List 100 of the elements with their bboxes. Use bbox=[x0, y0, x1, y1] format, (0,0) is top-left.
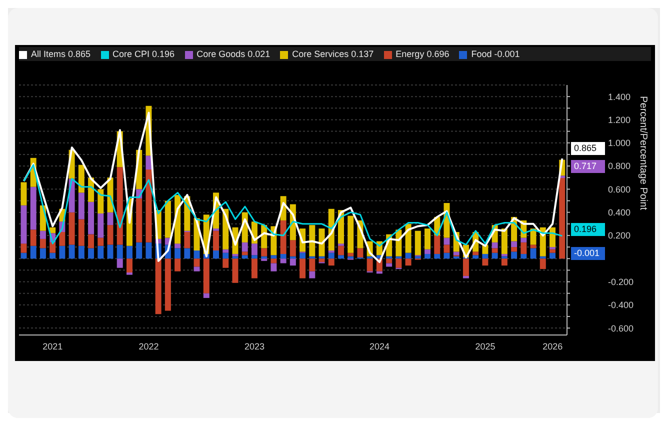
x-tick-label: 2025 bbox=[475, 341, 496, 352]
legend-label: Core Services 0.137 bbox=[292, 49, 374, 59]
bar bbox=[203, 258, 210, 294]
x-tick-label: 2022 bbox=[138, 341, 159, 352]
bar bbox=[242, 252, 248, 256]
bar bbox=[242, 255, 248, 259]
bar bbox=[78, 192, 84, 220]
text: -0.001 bbox=[571, 247, 605, 260]
bar bbox=[559, 178, 566, 259]
bar bbox=[462, 276, 469, 278]
bar bbox=[232, 254, 238, 256]
bar bbox=[174, 248, 181, 259]
text: 0.717 bbox=[571, 160, 605, 173]
x-tick-label: 2021 bbox=[42, 341, 63, 352]
bar bbox=[184, 232, 190, 248]
bar bbox=[78, 164, 84, 193]
bar bbox=[50, 252, 56, 259]
bar bbox=[348, 252, 354, 256]
bar bbox=[328, 252, 334, 259]
bar bbox=[40, 248, 46, 259]
bar bbox=[444, 252, 450, 259]
bar bbox=[434, 254, 440, 259]
bar bbox=[405, 252, 412, 259]
y-tick-label: 0.600 bbox=[608, 184, 631, 194]
bar bbox=[20, 205, 27, 244]
bar bbox=[222, 252, 229, 259]
bar bbox=[530, 244, 536, 248]
bar bbox=[386, 263, 392, 267]
bar bbox=[386, 258, 392, 264]
bar bbox=[280, 254, 286, 259]
x-tick-label: 2026 bbox=[542, 341, 563, 352]
text: 0.865 bbox=[571, 142, 605, 155]
bar bbox=[155, 258, 162, 314]
bar bbox=[462, 258, 469, 276]
bar bbox=[270, 258, 277, 264]
bar bbox=[396, 258, 402, 268]
bar bbox=[213, 250, 220, 259]
bar bbox=[357, 248, 364, 258]
line-series bbox=[22, 112, 564, 264]
bar bbox=[174, 244, 181, 248]
bar bbox=[20, 182, 27, 206]
bar bbox=[136, 198, 142, 242]
bar bbox=[116, 258, 123, 268]
bar bbox=[444, 244, 450, 253]
bar bbox=[424, 249, 431, 254]
text: 0.196 bbox=[571, 223, 605, 236]
bar bbox=[492, 242, 498, 248]
bar bbox=[251, 255, 258, 259]
bar bbox=[164, 258, 171, 311]
bar bbox=[98, 189, 104, 214]
bar bbox=[520, 254, 527, 259]
bar bbox=[88, 248, 94, 259]
bar bbox=[146, 242, 152, 259]
bar bbox=[107, 212, 114, 226]
bar bbox=[472, 252, 479, 256]
bar bbox=[251, 244, 258, 256]
bar bbox=[530, 248, 536, 259]
bar bbox=[520, 242, 527, 254]
x-tick-label: 2024 bbox=[370, 341, 390, 352]
bar bbox=[194, 266, 200, 272]
bar bbox=[414, 230, 421, 256]
bar bbox=[78, 219, 84, 246]
bar bbox=[107, 225, 114, 245]
legend-label: Food -0.001 bbox=[471, 49, 520, 59]
bar bbox=[88, 234, 94, 248]
bar bbox=[318, 228, 325, 256]
bar bbox=[270, 263, 277, 272]
bar bbox=[338, 255, 344, 259]
bar bbox=[50, 242, 56, 253]
bar bbox=[366, 258, 373, 272]
y-tick-label: -0.600 bbox=[608, 323, 634, 334]
bar bbox=[482, 258, 488, 266]
bar bbox=[309, 271, 316, 278]
bar bbox=[270, 255, 277, 259]
bar bbox=[501, 258, 508, 266]
legend-label: Core Goods 0.021 bbox=[196, 49, 270, 59]
bar bbox=[232, 258, 238, 283]
bar bbox=[492, 248, 498, 253]
legend-label: Energy 0.696 bbox=[396, 49, 450, 59]
bar bbox=[405, 258, 412, 266]
bar bbox=[424, 254, 431, 259]
y-tick-label: 1.000 bbox=[608, 138, 631, 148]
bar bbox=[242, 242, 248, 252]
bar bbox=[261, 248, 268, 256]
bar bbox=[280, 258, 286, 264]
bar bbox=[98, 246, 104, 259]
bar bbox=[482, 254, 488, 259]
y-tick-label: 1.200 bbox=[608, 114, 631, 125]
bar bbox=[98, 238, 104, 246]
bar bbox=[550, 227, 556, 248]
bar bbox=[550, 249, 556, 253]
bar bbox=[318, 258, 325, 262]
legend-label: All Items 0.865 bbox=[31, 49, 91, 59]
bar bbox=[213, 230, 220, 251]
bar bbox=[300, 258, 306, 278]
bar bbox=[501, 254, 508, 256]
bar bbox=[146, 156, 152, 170]
bar bbox=[59, 246, 66, 259]
y-tick-label: 0.400 bbox=[608, 208, 631, 218]
bar bbox=[30, 230, 36, 246]
